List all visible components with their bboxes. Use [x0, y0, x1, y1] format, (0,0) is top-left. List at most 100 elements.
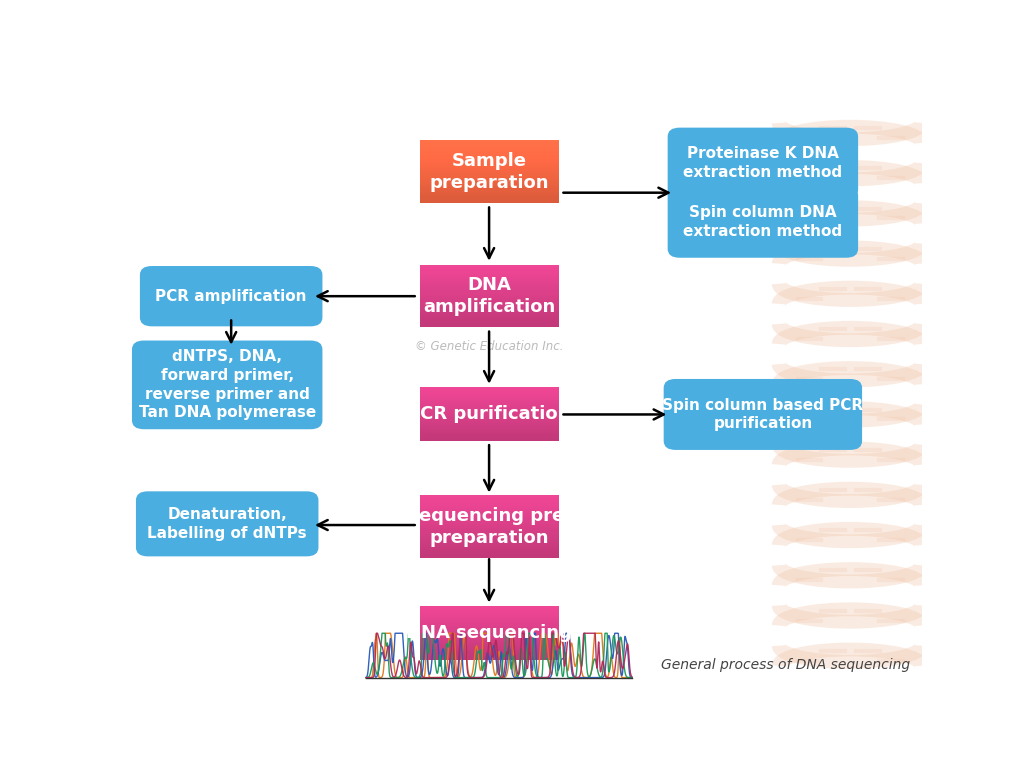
- Bar: [420, 144, 558, 147]
- Bar: [420, 553, 558, 556]
- Bar: [420, 316, 558, 319]
- Bar: [420, 182, 558, 184]
- Bar: [420, 528, 558, 531]
- Bar: [420, 432, 558, 434]
- Bar: [420, 644, 558, 646]
- Text: Spin column based PCR
purification: Spin column based PCR purification: [663, 398, 863, 432]
- Bar: [420, 281, 558, 283]
- Bar: [420, 555, 558, 558]
- Bar: [420, 184, 558, 187]
- Bar: [420, 279, 558, 282]
- Text: Proteinase K DNA
extraction method: Proteinase K DNA extraction method: [683, 147, 843, 180]
- Bar: [420, 654, 558, 657]
- Bar: [420, 615, 558, 617]
- Bar: [420, 312, 558, 315]
- Bar: [420, 159, 558, 161]
- Bar: [420, 167, 558, 170]
- Bar: [420, 320, 558, 323]
- Bar: [420, 425, 558, 427]
- Bar: [420, 629, 558, 631]
- Bar: [420, 428, 558, 430]
- Bar: [420, 142, 558, 145]
- Bar: [420, 198, 558, 201]
- Bar: [420, 617, 558, 619]
- Bar: [420, 394, 558, 397]
- Bar: [420, 607, 558, 611]
- Bar: [420, 551, 558, 554]
- Bar: [420, 537, 558, 539]
- Bar: [420, 640, 558, 642]
- Bar: [420, 649, 558, 651]
- Bar: [420, 516, 558, 518]
- Bar: [420, 176, 558, 178]
- Text: Denaturation,
Labelling of dNTPs: Denaturation, Labelling of dNTPs: [147, 507, 307, 541]
- Bar: [420, 174, 558, 176]
- Bar: [420, 638, 558, 641]
- Bar: [420, 171, 558, 174]
- Bar: [420, 511, 558, 515]
- Bar: [420, 396, 558, 399]
- Bar: [420, 433, 558, 435]
- Bar: [420, 161, 558, 164]
- Bar: [420, 650, 558, 653]
- Bar: [420, 415, 558, 418]
- Bar: [420, 296, 558, 298]
- Text: Spin column DNA
extraction method: Spin column DNA extraction method: [683, 206, 843, 239]
- Bar: [420, 497, 558, 500]
- Bar: [420, 499, 558, 502]
- Text: PCR purification: PCR purification: [408, 406, 570, 423]
- Bar: [420, 153, 558, 155]
- Bar: [420, 627, 558, 630]
- Bar: [420, 197, 558, 199]
- Bar: [420, 626, 558, 628]
- Bar: [420, 314, 558, 317]
- Bar: [420, 421, 558, 423]
- Bar: [420, 613, 558, 615]
- Bar: [420, 405, 558, 407]
- Bar: [420, 402, 558, 404]
- Bar: [420, 319, 558, 321]
- Text: General process of DNA sequencing: General process of DNA sequencing: [660, 657, 909, 672]
- Bar: [420, 407, 558, 409]
- Bar: [420, 277, 558, 280]
- Bar: [420, 430, 558, 432]
- Text: dNTPS, DNA,
forward primer,
reverse primer and
Tan DNA polymerase: dNTPS, DNA, forward primer, reverse prim…: [138, 349, 315, 420]
- Bar: [420, 543, 558, 545]
- Bar: [420, 186, 558, 189]
- Bar: [420, 290, 558, 292]
- Bar: [420, 495, 558, 498]
- Bar: [420, 391, 558, 393]
- Bar: [420, 271, 558, 273]
- Bar: [420, 283, 558, 286]
- Bar: [420, 163, 558, 166]
- Bar: [420, 422, 558, 425]
- Bar: [420, 531, 558, 533]
- Bar: [420, 610, 558, 612]
- Bar: [420, 308, 558, 311]
- Bar: [420, 439, 558, 441]
- Bar: [420, 437, 558, 439]
- Bar: [420, 293, 558, 296]
- Bar: [420, 508, 558, 510]
- Bar: [420, 399, 558, 402]
- Bar: [420, 624, 558, 626]
- Bar: [420, 545, 558, 548]
- Bar: [420, 389, 558, 392]
- Bar: [420, 194, 558, 197]
- Bar: [420, 169, 558, 172]
- Bar: [420, 657, 558, 660]
- Bar: [420, 641, 558, 644]
- Bar: [420, 522, 558, 525]
- Bar: [420, 611, 558, 614]
- Bar: [420, 287, 558, 290]
- Bar: [420, 141, 558, 143]
- Bar: [420, 631, 558, 634]
- Text: DNA sequencing: DNA sequencing: [407, 624, 572, 642]
- Bar: [420, 273, 558, 276]
- Bar: [420, 302, 558, 304]
- Bar: [420, 264, 558, 267]
- Bar: [420, 426, 558, 429]
- Bar: [420, 541, 558, 544]
- Bar: [420, 656, 558, 658]
- Bar: [420, 269, 558, 271]
